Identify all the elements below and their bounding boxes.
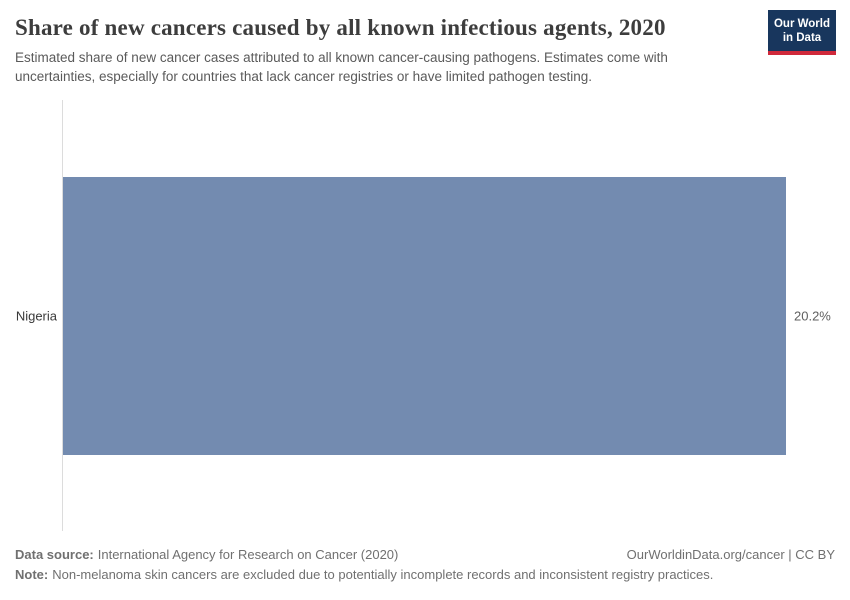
chart-subtitle: Estimated share of new cancer cases attr…	[15, 50, 668, 84]
note-label: Note:	[15, 567, 49, 582]
entity-label: Nigeria	[15, 308, 57, 324]
page-title: Share of new cancers caused by all known…	[15, 15, 666, 40]
chart-header: Share of new cancers caused by all known…	[15, 14, 755, 86]
owid-cc-link[interactable]: OurWorldinData.org/cancer | CC BY	[626, 547, 835, 562]
data-source-line: Data source: International Agency for Res…	[15, 547, 398, 562]
bar-nigeria[interactable]	[63, 177, 786, 455]
data-source-text: International Agency for Research on Can…	[97, 547, 399, 562]
note-text: Non-melanoma skin cancers are excluded d…	[52, 567, 714, 582]
data-source-row: Data source: International Agency for Res…	[15, 547, 835, 562]
owid-logo-line1: Our World	[773, 18, 830, 30]
data-source-label: Data source:	[15, 547, 94, 562]
note-line: Note: Non-melanoma skin cancers are exclu…	[15, 567, 835, 582]
value-label: 20.2%	[794, 308, 831, 324]
owid-logo[interactable]: Our World in Data	[768, 10, 836, 55]
owid-logo-line2: in Data	[782, 32, 822, 44]
chart-footer: Data source: International Agency for Res…	[15, 547, 835, 582]
y-axis-line	[62, 100, 63, 531]
